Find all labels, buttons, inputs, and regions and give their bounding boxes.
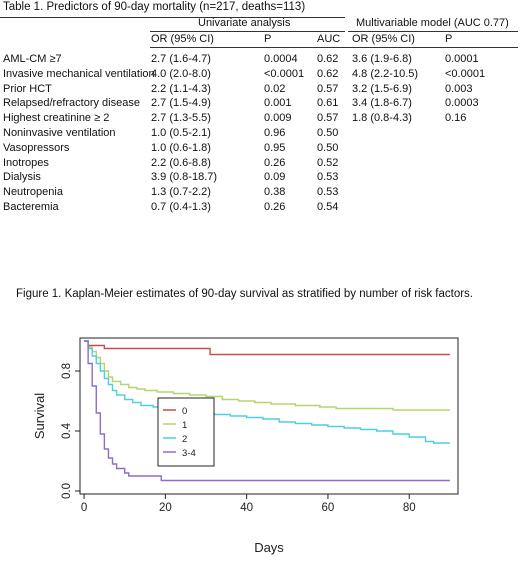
km-curve-1 — [84, 340, 450, 411]
auc: 0.52 — [317, 156, 339, 169]
row-label: Invasive mechanical ventilation — [3, 67, 155, 80]
univariate-or: 2.7 (1.6-4.7) — [151, 53, 211, 65]
multivariable-group-header: Multivariable model (AUC 0.77) — [356, 17, 509, 29]
km-curve-0 — [84, 340, 450, 356]
row-label: Inotropes — [3, 156, 49, 169]
auc: 0.57 — [317, 82, 339, 95]
row-label: Relapsed/refractory disease — [3, 97, 140, 110]
row-label: Prior HCT — [3, 82, 52, 95]
auc: 0.61 — [317, 97, 339, 110]
univariate-or: 1.3 (0.7-2.2) — [151, 186, 211, 199]
legend-label: 2 — [182, 434, 187, 445]
legend-label: 3-4 — [182, 448, 196, 459]
row-label: Vasopressors — [3, 141, 70, 154]
x-axis-label: Days — [254, 540, 284, 555]
col-header-auc: AUC — [317, 33, 341, 45]
multivariable-p: 0.16 — [445, 112, 467, 125]
km-curve-2 — [84, 340, 450, 444]
auc: 0.54 — [317, 201, 339, 213]
univariate-p: <0.0001 — [264, 67, 305, 80]
univariate-or: 2.7 (1.3-5.5) — [151, 112, 211, 125]
univariate-p: 0.09 — [264, 171, 286, 184]
row-label: AML-CM ≥7 — [3, 53, 62, 65]
univariate-p: 0.009 — [264, 112, 292, 125]
univariate-p: 0.96 — [264, 127, 286, 139]
multivariable-header-rule — [348, 31, 518, 32]
col-header-uni-or: OR (95% CI) — [151, 33, 214, 45]
row-label: Bacteremia — [3, 201, 59, 213]
multivariable-p: 0.0003 — [445, 97, 479, 110]
col-header-multi-p: P — [445, 33, 453, 45]
univariate-or: 4.0 (2.0-8.0) — [151, 67, 211, 80]
univariate-or: 1.0 (0.5-2.1) — [151, 127, 211, 139]
km-survival-plot: 0 20 40 60 80 0.0 0.4 0.8 Days Survival 0 1 2 3-4 — [32, 337, 459, 555]
x-tick-label: 0 — [81, 502, 87, 514]
auc: 0.53 — [317, 186, 339, 199]
auc: 0.50 — [317, 127, 339, 139]
row-label: Highest creatinine ≥ 2 — [3, 112, 110, 125]
univariate-or: 2.2 (1.1-4.3) — [151, 82, 211, 95]
univariate-or: 2.2 (0.6-8.8) — [151, 156, 211, 169]
km-curve-3-4 — [84, 340, 450, 482]
multivariable-or: 3.2 (1.5-6.9) — [352, 82, 412, 95]
multivariable-or: 3.6 (1.9-6.8) — [352, 53, 412, 65]
legend-label: 1 — [182, 420, 187, 431]
auc: 0.50 — [317, 141, 339, 154]
univariate-p: 0.38 — [264, 186, 286, 199]
univariate-p: 0.02 — [264, 82, 286, 95]
figure-caption: Figure 1. Kaplan-Meier estimates of 90-d… — [16, 288, 473, 300]
y-tick-label: 0.8 — [61, 363, 73, 379]
multivariable-or: 3.4 (1.8-6.7) — [352, 97, 412, 110]
univariate-p: 0.95 — [264, 141, 286, 154]
table-top-rule — [0, 17, 345, 18]
univariate-or: 0.7 (0.4-1.3) — [151, 201, 211, 213]
univariate-header-rule — [150, 31, 345, 32]
auc: 0.62 — [317, 67, 339, 80]
auc: 0.62 — [317, 53, 339, 65]
x-tick-label: 20 — [159, 502, 172, 514]
col-header-multi-or: OR (95% CI) — [352, 33, 415, 45]
univariate-p: 0.26 — [264, 156, 286, 169]
x-tick-label: 80 — [403, 502, 416, 514]
univariate-p: 0.26 — [264, 201, 286, 213]
multivariable-p: 0.0001 — [445, 53, 479, 65]
univariate-or: 1.0 (0.6-1.8) — [151, 141, 211, 154]
row-label: Neutropenia — [3, 186, 63, 199]
y-tick-label: 0.0 — [61, 483, 73, 499]
univariate-or: 3.9 (0.8-18.7) — [151, 171, 218, 184]
multivariable-or: 4.8 (2.2-10.5) — [352, 67, 419, 80]
table-caption: Table 1. Predictors of 90-day mortality … — [3, 1, 306, 13]
multivariable-p: 0.003 — [445, 82, 473, 95]
univariate-p: 0.001 — [264, 97, 292, 110]
y-tick-label: 0.4 — [61, 422, 73, 439]
legend-label: 0 — [182, 406, 187, 417]
plot-frame — [79, 337, 459, 495]
univariate-or: 2.7 (1.5-4.9) — [151, 97, 211, 110]
multivariable-or: 1.8 (0.8-4.3) — [352, 112, 412, 125]
x-tick-label: 40 — [240, 502, 253, 514]
univariate-group-header: Univariate analysis — [198, 17, 291, 29]
row-label: Dialysis — [3, 171, 41, 184]
univariate-p: 0.0004 — [264, 53, 298, 65]
auc: 0.57 — [317, 112, 339, 125]
auc: 0.53 — [317, 171, 339, 184]
row-label: Noninvasive ventilation — [3, 127, 116, 139]
x-tick-label: 60 — [322, 502, 335, 514]
column-header-rule — [150, 47, 518, 48]
multivariable-p: <0.0001 — [445, 67, 486, 80]
col-header-uni-p: P — [264, 33, 272, 45]
y-axis-label: Survival — [32, 393, 47, 439]
